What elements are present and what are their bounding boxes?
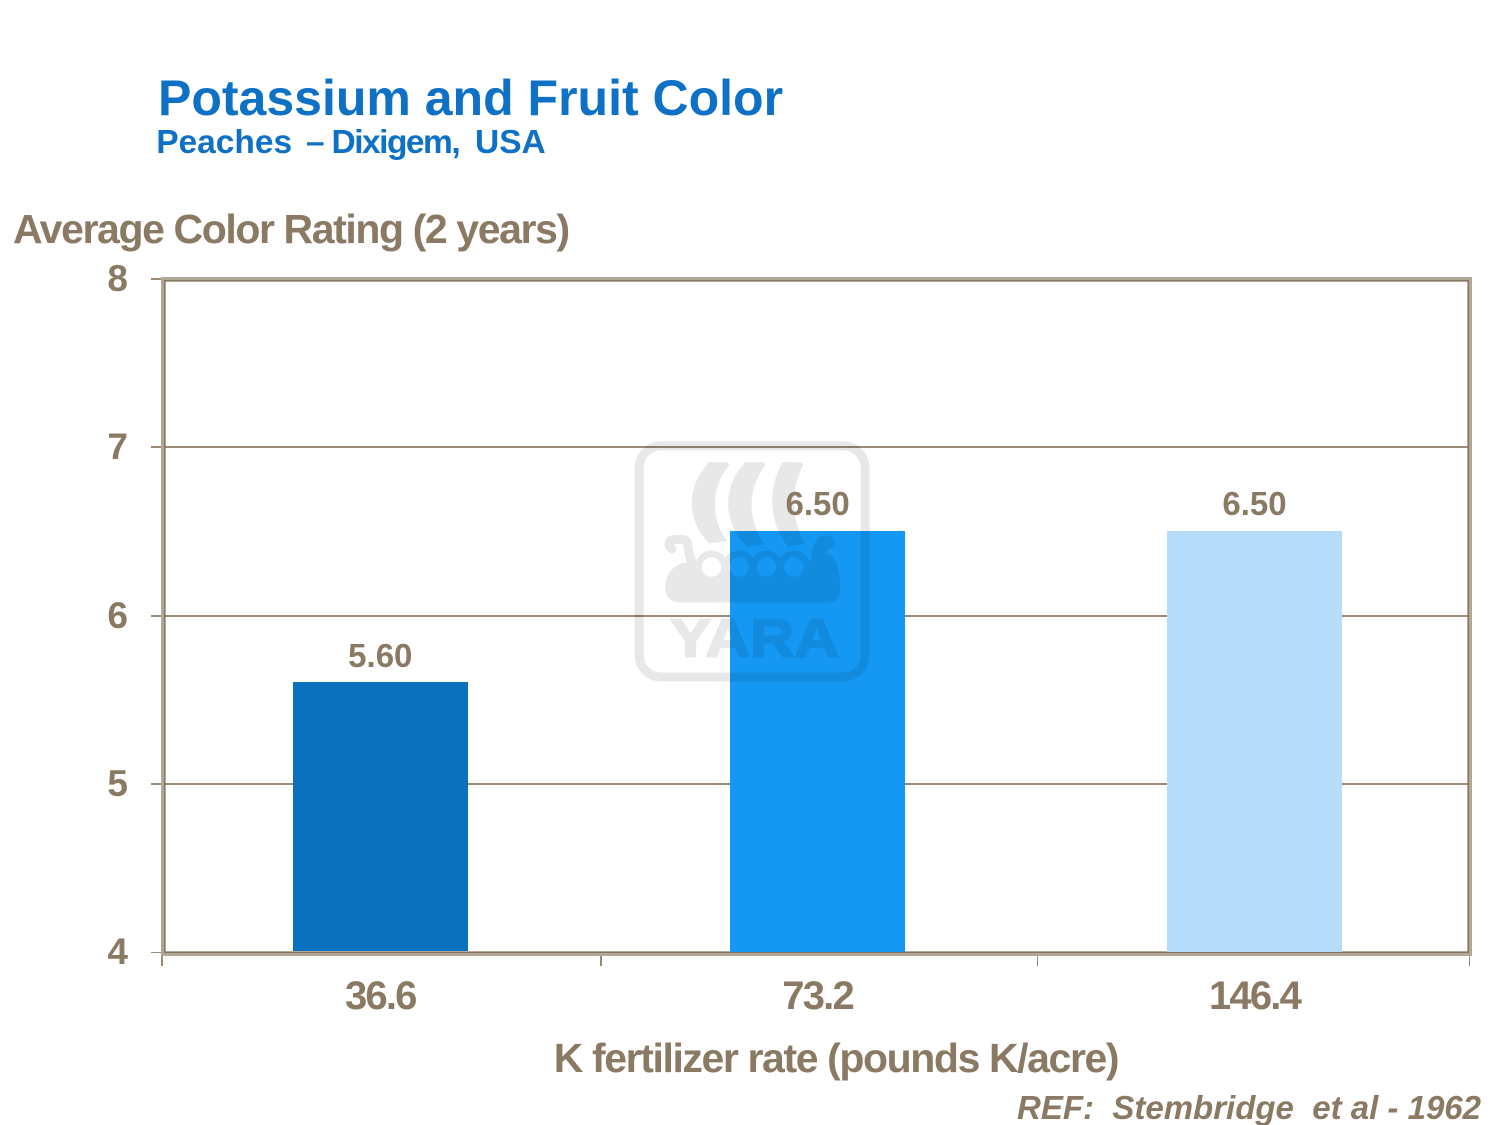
svg-text:YARA: YARA <box>670 609 839 669</box>
